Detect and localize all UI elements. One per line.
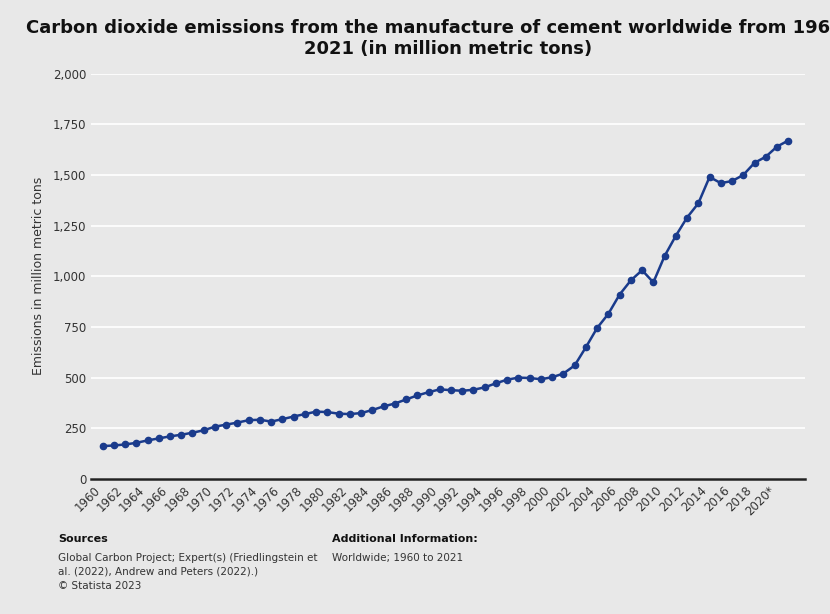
Text: Worldwide; 1960 to 2021: Worldwide; 1960 to 2021 — [332, 553, 463, 562]
Title: Carbon dioxide emissions from the manufacture of cement worldwide from 1960 to
2: Carbon dioxide emissions from the manufa… — [27, 20, 830, 58]
Text: Sources: Sources — [58, 534, 108, 544]
Text: Global Carbon Project; Expert(s) (Friedlingstein et
al. (2022), Andrew and Peter: Global Carbon Project; Expert(s) (Friedl… — [58, 553, 318, 591]
Y-axis label: Emissions in million metric tons: Emissions in million metric tons — [32, 177, 45, 375]
Text: Additional Information:: Additional Information: — [332, 534, 478, 544]
